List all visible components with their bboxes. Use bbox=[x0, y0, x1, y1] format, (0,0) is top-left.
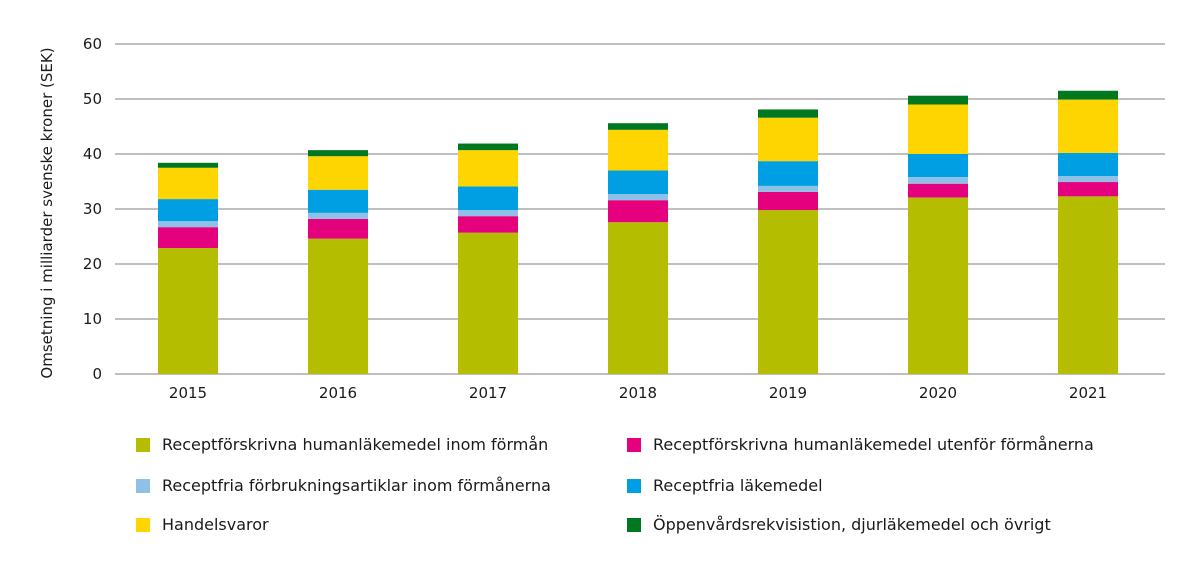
bar-segment bbox=[458, 216, 518, 233]
bar-segment bbox=[908, 95, 968, 105]
y-tick-label: 60 bbox=[83, 35, 102, 53]
x-tick-label: 2020 bbox=[919, 384, 957, 402]
bar-segment bbox=[308, 238, 368, 374]
bar-segment bbox=[158, 221, 218, 228]
x-tick-label: 2018 bbox=[619, 384, 657, 402]
bar-segment bbox=[758, 185, 818, 192]
bar-segment bbox=[758, 117, 818, 162]
legend-label: Receptförskrivna humanläkemedel utenför … bbox=[653, 435, 1094, 454]
bar-segment bbox=[308, 150, 368, 157]
bar-segment bbox=[1058, 176, 1118, 183]
legend-label: Receptfria läkemedel bbox=[653, 476, 823, 495]
bar-segment bbox=[758, 161, 818, 186]
bar-segment bbox=[908, 197, 968, 374]
legend-item: Öppenvårdsrekvisistion, djurläkemedel oc… bbox=[627, 515, 1051, 534]
legend-swatch bbox=[136, 437, 150, 452]
bar-segment bbox=[608, 222, 668, 374]
bar-segment bbox=[608, 200, 668, 223]
bar-segment bbox=[608, 194, 668, 201]
bar-segment bbox=[1058, 196, 1118, 374]
legend-label: Handelsvaror bbox=[162, 515, 269, 534]
bar-segment bbox=[158, 167, 218, 200]
bar-segment bbox=[608, 123, 668, 130]
x-tick-label: 2016 bbox=[319, 384, 357, 402]
legend-item: Receptförskrivna humanläkemedel utenför … bbox=[627, 435, 1094, 454]
bar-segment bbox=[158, 199, 218, 222]
y-tick-label: 30 bbox=[83, 200, 102, 218]
legend-item: Receptfria förbrukningsartiklar inom för… bbox=[136, 476, 551, 495]
bar-segment bbox=[908, 177, 968, 184]
bar-segment bbox=[758, 210, 818, 374]
y-tick-label: 40 bbox=[83, 145, 102, 163]
bar-segment bbox=[1058, 99, 1118, 153]
x-tick-label: 2021 bbox=[1069, 384, 1107, 402]
bar-segment bbox=[458, 186, 518, 211]
bar-segment bbox=[158, 248, 218, 374]
bar-segment bbox=[608, 170, 668, 195]
legend-swatch bbox=[627, 517, 641, 532]
bar-segment bbox=[908, 104, 968, 154]
bars bbox=[158, 90, 1118, 374]
bar-segment bbox=[458, 143, 518, 151]
y-axis-label: Omsetning i milliarder svenske kroner (S… bbox=[38, 47, 56, 378]
bar-segment bbox=[458, 232, 518, 374]
legend-swatch bbox=[136, 517, 150, 532]
y-tick-label: 0 bbox=[92, 365, 102, 383]
bar-segment bbox=[908, 183, 968, 198]
x-tick-label: 2015 bbox=[169, 384, 207, 402]
y-tick-label: 10 bbox=[83, 310, 102, 328]
bar-segment bbox=[1058, 90, 1118, 100]
bar-segment bbox=[758, 191, 818, 211]
bar-segment bbox=[308, 189, 368, 213]
legend-label: Receptfria förbrukningsartiklar inom för… bbox=[162, 476, 551, 495]
bar-segment bbox=[908, 154, 968, 178]
y-axis-ticks: 0 10 20 30 40 50 60 bbox=[83, 35, 102, 383]
bar-segment bbox=[1058, 152, 1118, 176]
bar-segment bbox=[758, 109, 818, 118]
bar-segment bbox=[158, 162, 218, 168]
legend-label: Öppenvårdsrekvisistion, djurläkemedel oc… bbox=[653, 515, 1051, 534]
legend-swatch bbox=[627, 437, 641, 452]
y-tick-label: 20 bbox=[83, 255, 102, 273]
bar-segment bbox=[158, 227, 218, 249]
bar-segment bbox=[458, 210, 518, 217]
bar-segment bbox=[308, 156, 368, 190]
x-tick-label: 2019 bbox=[769, 384, 807, 402]
y-tick-label: 50 bbox=[83, 90, 102, 108]
legend-item: Receptförskrivna humanläkemedel inom för… bbox=[136, 435, 548, 454]
bar-segment bbox=[608, 129, 668, 171]
x-axis-ticks: 2015 2016 2017 2018 2019 2020 2021 bbox=[169, 384, 1107, 402]
bar-segment bbox=[308, 212, 368, 219]
legend-swatch bbox=[136, 478, 150, 493]
bar-segment bbox=[1058, 182, 1118, 197]
legend-label: Receptförskrivna humanläkemedel inom för… bbox=[162, 435, 549, 454]
bar-segment bbox=[308, 218, 368, 239]
bar-segment bbox=[458, 150, 518, 187]
legend-item: Handelsvaror bbox=[136, 515, 269, 534]
legend-item: Receptfria läkemedel bbox=[627, 476, 823, 495]
legend-swatch bbox=[627, 478, 641, 493]
x-tick-label: 2017 bbox=[469, 384, 507, 402]
